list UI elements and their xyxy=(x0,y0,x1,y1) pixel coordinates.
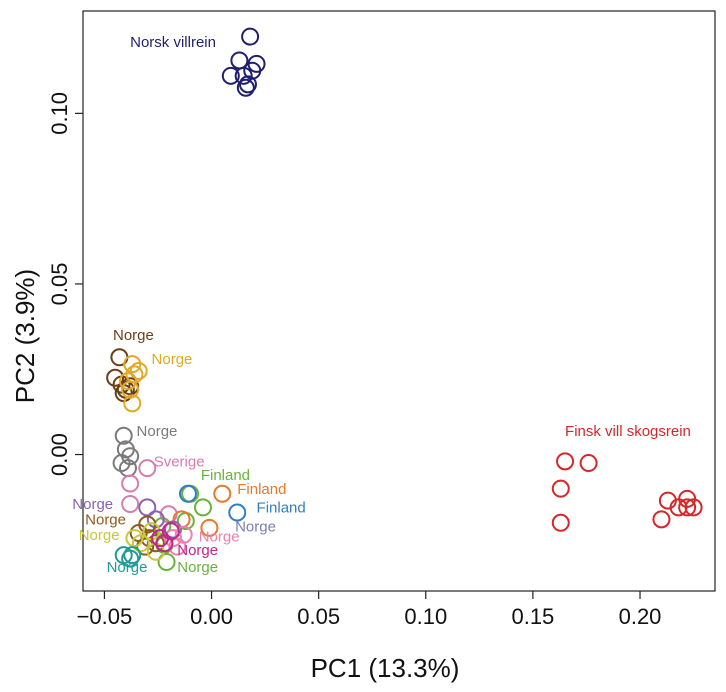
data-point xyxy=(163,520,182,539)
data-point xyxy=(247,54,266,73)
group-label: Norge xyxy=(137,423,178,440)
data-point xyxy=(238,75,257,94)
x-axis-title: PC1 (13.3%) xyxy=(311,653,460,683)
data-point xyxy=(123,546,142,565)
x-tick-label: 0.00 xyxy=(190,604,233,629)
x-tick-label: 0.05 xyxy=(297,604,340,629)
x-tick-label: 0.10 xyxy=(404,604,447,629)
data-point xyxy=(684,498,703,517)
points-layer xyxy=(106,27,703,571)
x-tick-label: 0.20 xyxy=(619,604,662,629)
group-label: Norge xyxy=(199,529,240,546)
group-label: Norsk villrein xyxy=(130,34,216,51)
group-label: Norge xyxy=(79,527,120,544)
data-point xyxy=(669,498,688,517)
data-point xyxy=(138,498,157,517)
group-label: Norge xyxy=(85,511,126,528)
data-point xyxy=(200,518,219,537)
data-point xyxy=(121,549,140,568)
group-label: Finland xyxy=(201,467,250,484)
data-point xyxy=(236,78,255,97)
data-point xyxy=(551,479,570,498)
group-label: Finsk vill skogsrein xyxy=(565,423,691,440)
y-axis: 0.00 0.05 0.10 xyxy=(47,92,83,476)
data-point xyxy=(121,474,140,493)
group-label: Norge xyxy=(72,496,113,513)
group-label: Sverige xyxy=(154,453,205,470)
x-axis: −0.05 0.00 0.05 0.10 0.15 0.20 xyxy=(77,591,662,629)
data-point xyxy=(678,498,697,517)
y-tick-label: 0.10 xyxy=(47,92,72,135)
group-label: Finland xyxy=(257,500,306,517)
data-point xyxy=(129,361,148,380)
data-point xyxy=(146,534,165,553)
y-axis-title: PC2 (3.9%) xyxy=(10,269,40,403)
data-point xyxy=(652,510,671,529)
data-point xyxy=(123,394,142,413)
group-label: Norge xyxy=(177,559,218,576)
group-label: Norge xyxy=(152,351,193,368)
data-point xyxy=(168,537,187,556)
data-point xyxy=(114,426,133,445)
data-point xyxy=(221,66,240,85)
data-point xyxy=(106,368,125,387)
data-point xyxy=(123,355,142,374)
data-point xyxy=(146,510,165,529)
group-label: Norge xyxy=(113,327,154,344)
group-label: Norge xyxy=(107,559,148,576)
data-point xyxy=(131,534,150,553)
y-tick-label: 0.00 xyxy=(47,433,72,476)
data-point xyxy=(121,380,140,399)
plot-frame xyxy=(82,10,716,592)
x-tick-label: 0.15 xyxy=(511,604,554,629)
data-point xyxy=(121,495,140,513)
y-tick-label: 0.05 xyxy=(47,263,72,306)
data-point xyxy=(178,484,197,503)
data-point xyxy=(228,503,247,522)
data-point xyxy=(241,27,260,46)
data-point xyxy=(556,452,575,471)
group-label: Norge xyxy=(177,542,218,559)
x-tick-label: −0.05 xyxy=(77,604,133,629)
data-point xyxy=(551,513,570,532)
data-point xyxy=(138,459,157,478)
data-point xyxy=(118,372,137,391)
data-point xyxy=(193,498,212,517)
data-point xyxy=(161,522,180,541)
group-label: Finland xyxy=(237,481,286,498)
data-point xyxy=(579,454,598,473)
data-point xyxy=(157,553,176,571)
data-point xyxy=(234,66,253,85)
data-point xyxy=(213,484,232,503)
group-label: Norge xyxy=(235,518,276,535)
